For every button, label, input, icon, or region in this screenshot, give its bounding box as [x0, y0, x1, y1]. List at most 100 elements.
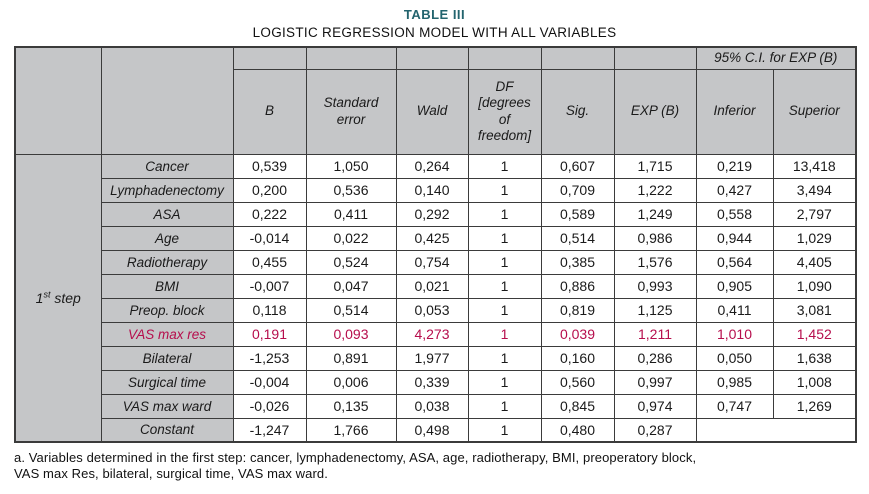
cell-value: 0,997 — [613, 369, 697, 395]
cell-value: 0,038 — [395, 393, 469, 419]
cell-value: 0,539 — [232, 153, 307, 179]
cell-value: 0,222 — [232, 201, 307, 227]
col-header-inferior: Inferior — [695, 68, 774, 155]
cell-value: 1,029 — [772, 225, 857, 251]
cell-value: 1,638 — [772, 345, 857, 371]
cell-value: 0,021 — [395, 273, 469, 299]
corner-variable-cell — [100, 46, 234, 155]
table-body: 1st step Cancer 0,539 1,050 0,264 1 0,607 1,715… — [14, 153, 857, 443]
cell-value: 0,986 — [613, 225, 697, 251]
cell-value: 0,053 — [395, 297, 469, 323]
cell-value: 0,339 — [395, 369, 469, 395]
cell-value: 1,090 — [772, 273, 857, 299]
cell-value: 1,008 — [772, 369, 857, 395]
cell-value: 4,405 — [772, 249, 857, 275]
cell-value: 0,093 — [305, 321, 397, 347]
cell-value: 1 — [467, 417, 542, 443]
cell-value: 1 — [467, 273, 542, 299]
header-spacer — [395, 46, 469, 70]
cell-value: 0,564 — [695, 249, 774, 275]
cell-value: 1 — [467, 177, 542, 203]
cell-value: 0,985 — [695, 369, 774, 395]
table-subtitle: LOGISTIC REGRESSION MODEL WITH ALL VARIA… — [252, 25, 617, 40]
cell-value: 0,754 — [395, 249, 469, 275]
header-spacer — [232, 46, 307, 70]
cell-value: 1,125 — [613, 297, 697, 323]
table-row: Age -0,014 0,022 0,425 1 0,514 0,986 0,944 1,029 — [15, 225, 857, 251]
table-row: BMI -0,007 0,047 0,021 1 0,886 0,993 0,905 1,090 — [15, 273, 857, 299]
cell-value: 1 — [467, 393, 542, 419]
table-title: TABLE III — [403, 7, 466, 22]
cell-value: 1 — [467, 369, 542, 395]
cell-value: 0,558 — [695, 201, 774, 227]
cell-value: 13,418 — [772, 153, 857, 179]
col-header-wald: Wald — [395, 68, 469, 155]
cell-value: -0,004 — [232, 369, 307, 395]
row-label: Lymphadenectomy — [100, 177, 234, 203]
cell-value: 0,039 — [540, 321, 615, 347]
cell-value: 0,425 — [395, 225, 469, 251]
cell-value: 1 — [467, 153, 542, 179]
table-row: 1st step Cancer 0,539 1,050 0,264 1 0,607 1,715… — [14, 153, 857, 443]
table-row: Surgical time -0,004 0,006 0,339 1 0,560 0,997… — [15, 369, 857, 395]
cell-value: 1 — [467, 321, 542, 347]
row-label: Cancer — [100, 153, 234, 179]
table-row: Radiotherapy 0,455 0,524 0,754 1 0,385 1,576 0,… — [15, 249, 857, 275]
cell-value: 0,118 — [232, 297, 307, 323]
cell-value: 1,576 — [613, 249, 697, 275]
cell-value: 0,993 — [613, 273, 697, 299]
cell-value: 0,560 — [540, 369, 615, 395]
table-row: Constant -1,247 1,766 0,498 1 0,480 0,287 — [15, 417, 857, 443]
cell-value: 1 — [467, 297, 542, 323]
footnote: a. Variables determined in the first ste… — [14, 450, 869, 483]
cell-value: 0,427 — [695, 177, 774, 203]
corner-step-cell — [14, 46, 102, 155]
step-label: 1st step — [14, 153, 102, 443]
cell-value: 1,249 — [613, 201, 697, 227]
cell-value: 0,050 — [695, 345, 774, 371]
cell-value: 0,006 — [305, 369, 397, 395]
cell-value: 1,050 — [305, 153, 397, 179]
cell-value: 1,211 — [613, 321, 697, 347]
cell-value: 1,010 — [695, 321, 774, 347]
cell-value: 0,819 — [540, 297, 615, 323]
cell-value: 0,286 — [613, 345, 697, 371]
header-spacer — [467, 46, 542, 70]
cell-value: 4,273 — [395, 321, 469, 347]
row-label: Radiotherapy — [100, 249, 234, 275]
cell-value: 0,411 — [695, 297, 774, 323]
header-spacer — [305, 46, 397, 70]
col-header-sig: Sig. — [540, 68, 615, 155]
col-header-standard-error: Standard error — [305, 68, 397, 155]
cell-value: 1,715 — [613, 153, 697, 179]
cell-value: 0,219 — [695, 153, 774, 179]
table-row: Lymphadenectomy 0,200 0,536 0,140 1 0,709 1,22… — [15, 177, 857, 203]
col-header-superior: Superior — [772, 68, 857, 155]
cell-value: 0,191 — [232, 321, 307, 347]
cell-value: -1,253 — [232, 345, 307, 371]
cell-value: 0,140 — [395, 177, 469, 203]
cell-value: 0,160 — [540, 345, 615, 371]
cell-value: 0,287 — [613, 417, 697, 443]
ci-header: 95% C.I. for EXP (B) — [695, 46, 857, 70]
cell-value: 0,292 — [395, 201, 469, 227]
cell-value: 0,514 — [305, 297, 397, 323]
cell-value: 0,536 — [305, 177, 397, 203]
cell-value: 0,944 — [695, 225, 774, 251]
table-row: Bilateral -1,253 0,891 1,977 1 0,160 0,286 0,05… — [15, 345, 857, 371]
row-label: Surgical time — [100, 369, 234, 395]
cell-value: 1 — [467, 225, 542, 251]
cell-value: 1,269 — [772, 393, 857, 419]
cell-value: 1 — [467, 345, 542, 371]
cell-value: 0,480 — [540, 417, 615, 443]
cell-value: 0,589 — [540, 201, 615, 227]
table-row: Preop. block 0,118 0,514 0,053 1 0,819 1,125 0,… — [15, 297, 857, 323]
cell-value: 0,709 — [540, 177, 615, 203]
cell-value: 0,886 — [540, 273, 615, 299]
cell-value: 3,081 — [772, 297, 857, 323]
col-header-b: B — [232, 68, 307, 155]
footnote-line-1: a. Variables determined in the first ste… — [14, 450, 697, 465]
footnote-line-2: VAS max Res, bilateral, surgical time, V… — [14, 466, 328, 482]
cell-value: 0,200 — [232, 177, 307, 203]
